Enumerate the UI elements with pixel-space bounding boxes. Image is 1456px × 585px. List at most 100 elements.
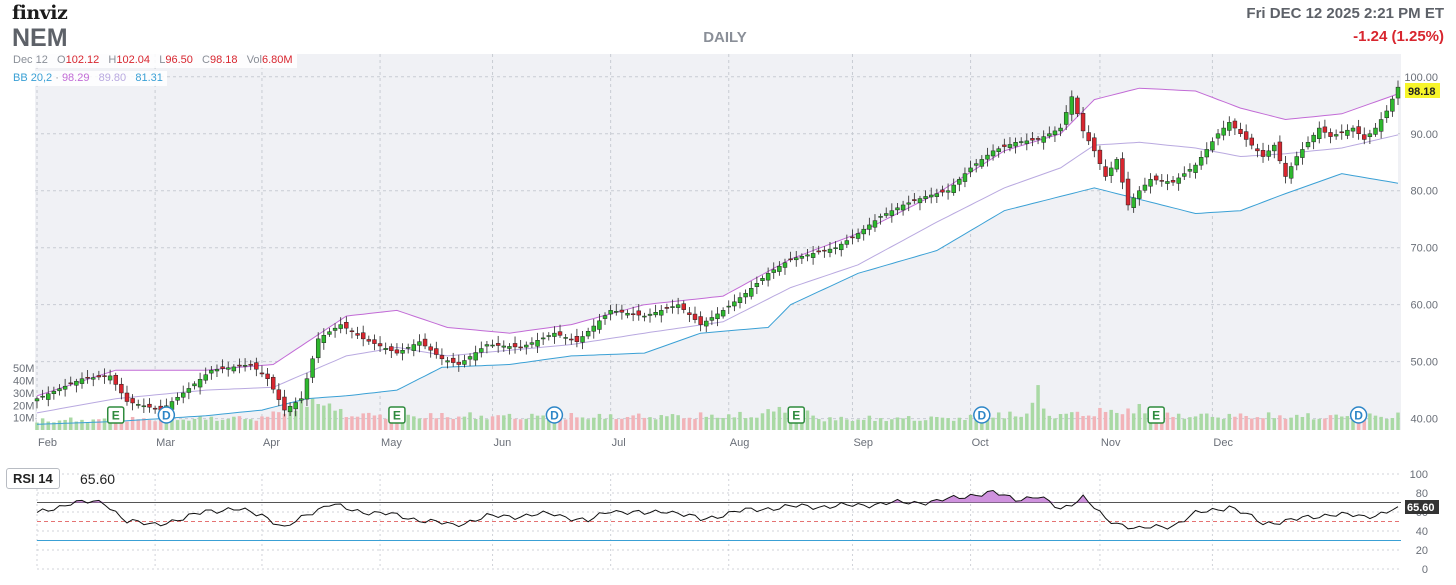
candle-body <box>1317 127 1322 139</box>
candle-body <box>40 395 45 398</box>
bollinger-legend: BB 20,2 · 98.29 89.80 81.31 <box>11 71 167 86</box>
candle-body <box>490 344 495 347</box>
candle-body <box>495 343 501 346</box>
volume-bar <box>951 420 956 430</box>
volume-bar <box>215 420 219 430</box>
candle-body <box>1182 173 1187 177</box>
y-tick-label: 90.00 <box>1410 129 1438 141</box>
volume-bar <box>1295 414 1299 430</box>
volume-bar <box>468 412 472 430</box>
dividend-marker-label: D <box>1354 409 1363 423</box>
candle-body <box>141 405 147 408</box>
candle-body <box>422 338 428 347</box>
volume-bar <box>811 415 815 430</box>
candle-body <box>389 346 394 351</box>
candle-body <box>152 407 158 410</box>
volume-bar <box>805 410 810 430</box>
volume-bar <box>603 418 607 430</box>
x-tick-label: Feb <box>38 437 57 449</box>
bb-separator: · <box>55 72 59 84</box>
volume-bar <box>1351 419 1355 430</box>
candle-body <box>602 315 608 319</box>
dividend-marker-circle <box>157 406 176 424</box>
volume-bar <box>985 419 990 430</box>
candle-body <box>462 360 467 365</box>
candle-body <box>293 402 298 410</box>
volume-bar <box>1396 412 1400 430</box>
volume-bar <box>496 415 500 430</box>
candle-body <box>833 247 838 249</box>
candle-body <box>1092 137 1097 152</box>
rsi-indicator-button[interactable]: RSI 14 <box>6 468 60 489</box>
candle-body <box>535 340 540 347</box>
candle-body <box>687 312 692 315</box>
volume-bar <box>1221 419 1226 430</box>
volume-bar <box>906 416 911 430</box>
quote-datetime: Fri DEC 12 2025 2:21 PM ET <box>1246 5 1444 22</box>
volume-bar <box>355 416 360 430</box>
volume-bar <box>1019 416 1023 430</box>
candle-body <box>771 269 776 273</box>
volume-bar <box>97 419 101 430</box>
candle-body <box>1322 126 1328 133</box>
volume-bar <box>743 418 748 430</box>
volume-bar <box>1306 413 1310 430</box>
candle-body <box>878 216 883 218</box>
candle-body <box>973 163 979 166</box>
candle-body <box>231 366 237 372</box>
volume-bar <box>1368 413 1372 430</box>
volume-bar <box>372 415 377 430</box>
volume-bar <box>777 406 782 430</box>
candle-body <box>782 262 788 268</box>
candle-body <box>1378 119 1384 132</box>
rsi-tick-label: 20 <box>1416 545 1428 557</box>
y-tick-label: 70.00 <box>1410 243 1438 255</box>
dividend-marker-label: D <box>977 409 986 423</box>
candle-body <box>647 313 653 316</box>
close-label: C <box>202 54 210 66</box>
x-tick-label: Apr <box>263 437 280 449</box>
bb-lower-value: 81.31 <box>135 72 163 84</box>
candle-body <box>242 365 248 367</box>
candle-body <box>107 375 113 381</box>
volume-bar <box>760 413 765 430</box>
volume-bar <box>732 417 737 430</box>
bollinger-band-fill <box>37 88 1398 425</box>
volume-bar <box>203 419 208 430</box>
volume-bar <box>338 408 343 430</box>
candle-body <box>675 304 681 308</box>
volume-label: Vol <box>246 54 262 66</box>
volume-bar <box>996 412 1001 430</box>
volume-bar <box>428 413 433 430</box>
candle-body <box>777 265 782 272</box>
volume-bar <box>1086 415 1091 430</box>
volume-bar <box>305 406 309 430</box>
candle-body <box>79 378 85 384</box>
volume-bar <box>687 417 692 430</box>
candle-body <box>1390 98 1395 112</box>
candle-body <box>1170 180 1176 183</box>
candle-body <box>1108 167 1114 176</box>
candle-body <box>450 357 456 363</box>
volume-bar <box>383 418 388 430</box>
ohlc-date: Dec 12 <box>13 54 48 66</box>
volume-bar <box>1244 416 1248 430</box>
candle-body <box>923 196 928 199</box>
volume-bar <box>125 421 129 430</box>
finviz-logo[interactable]: finviz <box>12 2 68 24</box>
volume-bar <box>513 418 517 430</box>
candle-body <box>574 335 580 342</box>
earnings-marker-box <box>106 406 125 424</box>
candle-body <box>467 356 473 360</box>
volume-bar <box>243 419 247 430</box>
volume-bar <box>963 419 967 430</box>
volume-bar <box>1193 416 1198 430</box>
volume-bar <box>440 413 444 430</box>
candle-body <box>591 325 596 332</box>
candle-body <box>344 322 349 329</box>
rsi-panel: 020406080100 65.60 <box>36 469 1439 576</box>
candle-body <box>1007 144 1013 148</box>
candle-body <box>917 198 923 204</box>
volume-bar <box>170 415 174 430</box>
